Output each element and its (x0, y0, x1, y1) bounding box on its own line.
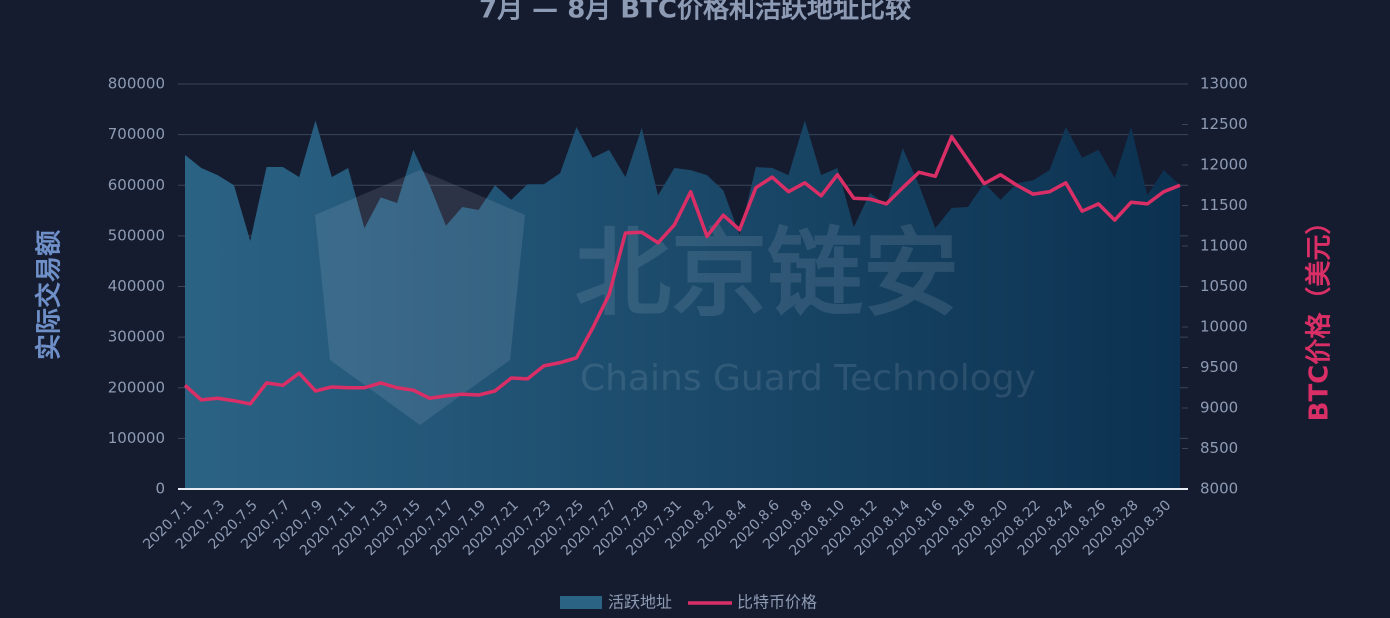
y2-tick-label: 9500 (1200, 358, 1238, 376)
chart-title: 7月 — 8月 BTC价格和活跃地址比较 (479, 0, 911, 25)
watermark-text: Chains Guard Technology (580, 358, 1036, 399)
y2-tick-label: 12500 (1200, 115, 1248, 133)
y-axis-title: 实际交易额 (34, 230, 65, 360)
y2-tick-label: 11000 (1200, 237, 1248, 255)
y-tick-label: 400000 (108, 277, 165, 295)
line (183, 134, 1181, 406)
y-tick-label: 600000 (108, 176, 165, 194)
y-tick-label: 500000 (108, 226, 165, 244)
y2-tick-label: 10500 (1200, 277, 1248, 295)
y2-axis-title: BTC价格（美元） (1304, 209, 1335, 422)
y2-tick-label: 8000 (1200, 480, 1238, 498)
y-tick-label: 300000 (108, 328, 165, 346)
y2-tick-label: 8500 (1200, 439, 1238, 457)
watermark-logo (315, 170, 525, 425)
watermark: 北京链安 Chains Guard Technology (315, 170, 1036, 425)
watermark-text: 北京链安 (575, 217, 959, 329)
y2-tick-label: 11500 (1200, 196, 1248, 214)
legend-swatch (560, 596, 602, 609)
y2-tick-label: 12000 (1200, 156, 1248, 174)
legend-label: 活跃地址 (608, 593, 672, 612)
y2-tick-label: 10000 (1200, 318, 1248, 336)
y-tick-label: 100000 (108, 429, 165, 447)
legend-label: 比特币价格 (737, 593, 817, 612)
y-tick-label: 800000 (108, 75, 165, 93)
y-tick-label: 200000 (108, 378, 165, 396)
legend: 活跃地址 比特币价格 (560, 593, 817, 612)
y-tick-label: 0 (155, 480, 165, 498)
y2-tick-label: 9000 (1200, 399, 1238, 417)
y2-tick-label: 13000 (1200, 75, 1248, 93)
y-tick-label: 700000 (108, 125, 165, 143)
